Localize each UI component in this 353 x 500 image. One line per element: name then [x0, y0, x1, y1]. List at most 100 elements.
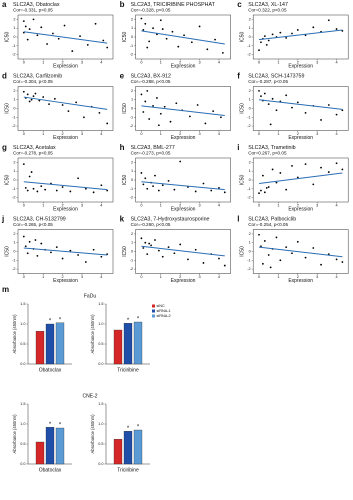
x-tick-label: 2 [179, 61, 181, 65]
regression-line [258, 172, 343, 185]
data-point [204, 122, 207, 125]
y-tick-label: -1 [247, 187, 250, 191]
data-point [24, 245, 27, 248]
y-tick-label: 1 [249, 169, 251, 173]
y-tick-label: 1 [249, 98, 251, 102]
y-tick-label: 1 [249, 241, 251, 245]
group-title: FaDu [84, 293, 96, 299]
data-point [140, 237, 143, 240]
data-point [260, 245, 262, 248]
x-tick-label: 4 [336, 275, 338, 279]
data-point [198, 25, 201, 28]
x-tick-label: 1 [42, 275, 44, 279]
x-tick-label: 2 [62, 204, 64, 208]
data-point [40, 185, 43, 188]
data-point [146, 187, 149, 190]
data-point [100, 184, 103, 187]
x-tick-label: 1 [42, 132, 44, 136]
y-tick-label: 1 [13, 241, 15, 245]
y-axis-label: Absorbance (450nm) [12, 314, 17, 354]
regression-line [258, 99, 343, 110]
data-point [263, 240, 266, 242]
y-tick-label: 1 [131, 26, 133, 30]
data-point [30, 171, 33, 173]
y-axis-label: IC50 [4, 103, 10, 114]
x-axis-label: Expression [53, 63, 78, 69]
data-point [94, 22, 97, 25]
data-point [223, 191, 226, 194]
y-tick-label: 2 [249, 232, 251, 236]
x-tick-label: 3 [199, 132, 201, 136]
x-tick-label: 3 [81, 61, 83, 65]
data-point [161, 184, 164, 187]
data-point [312, 183, 315, 186]
x-tick-label: 3 [81, 132, 83, 136]
x-tick-label: 3 [199, 275, 201, 279]
data-point [148, 242, 151, 245]
y-tick-label: 1.0 [20, 322, 25, 326]
data-point [327, 171, 330, 173]
data-point [223, 264, 226, 267]
x-tick-label: 1 [160, 132, 162, 136]
data-point [221, 51, 224, 54]
y-tick-label: 1 [131, 169, 133, 173]
y-tick-label: 0 [249, 107, 251, 111]
x-axis-label: Expression [171, 278, 196, 284]
x-tick-label: 0 [23, 61, 25, 65]
x-axis-label: Expression [53, 135, 78, 141]
data-point [28, 240, 31, 243]
y-tick-label: -2 [12, 53, 15, 57]
panel-subtitle: Cor=0.322, p<0.05 [248, 8, 287, 13]
panel-letter: d [2, 72, 7, 81]
data-point [341, 168, 344, 171]
x-tick-label: 4 [100, 204, 102, 208]
data-point [202, 262, 205, 264]
y-axis-label: IC50 [122, 246, 128, 257]
data-point [24, 187, 27, 189]
category-label: Triciribine [117, 367, 139, 373]
y-tick-label: -2 [247, 267, 250, 271]
data-point [40, 242, 43, 245]
data-point [218, 187, 220, 189]
significance-mark: * [59, 317, 62, 323]
x-tick-label: 4 [100, 132, 102, 136]
data-point [341, 261, 344, 263]
data-point [265, 187, 268, 189]
panel-title: SLC2A3, 7-Hydroxystaurosporine [131, 216, 210, 222]
panel-letter: f [237, 72, 240, 81]
data-point [267, 254, 270, 256]
data-point [30, 98, 33, 101]
x-axis-label: Expression [288, 278, 313, 284]
significance-mark: * [59, 423, 62, 429]
x-tick-label: 1 [42, 61, 44, 65]
y-tick-label: 0 [13, 35, 15, 39]
y-tick-label: -1 [130, 187, 133, 191]
data-point [320, 263, 322, 266]
y-axis-label: IC50 [240, 175, 246, 186]
x-tick-label: 3 [81, 275, 83, 279]
y-tick-label: -1 [247, 258, 250, 262]
data-point [218, 257, 220, 260]
data-point [84, 261, 87, 263]
y-tick-label: 2 [249, 89, 251, 93]
data-point [275, 181, 278, 184]
y-tick-label: -2 [130, 196, 133, 200]
data-point [312, 26, 315, 29]
x-tick-label: 2 [62, 61, 64, 65]
x-axis-label: Expression [53, 206, 78, 212]
x-tick-label: 2 [62, 275, 64, 279]
x-tick-label: 0 [140, 204, 142, 208]
x-tick-label: 0 [23, 132, 25, 136]
data-point [271, 97, 274, 100]
data-point [22, 163, 25, 166]
x-tick-label: 1 [277, 204, 279, 208]
data-point [22, 235, 25, 238]
x-tick-label: 2 [297, 61, 299, 65]
y-tick-label: 0.5 [20, 342, 25, 346]
regression-line [141, 181, 225, 191]
x-tick-label: 0 [258, 132, 260, 136]
x-tick-label: 4 [336, 61, 338, 65]
y-tick-label: 1 [131, 241, 133, 245]
category-label: Obatoclax [39, 467, 62, 473]
plot-frame [252, 157, 349, 203]
